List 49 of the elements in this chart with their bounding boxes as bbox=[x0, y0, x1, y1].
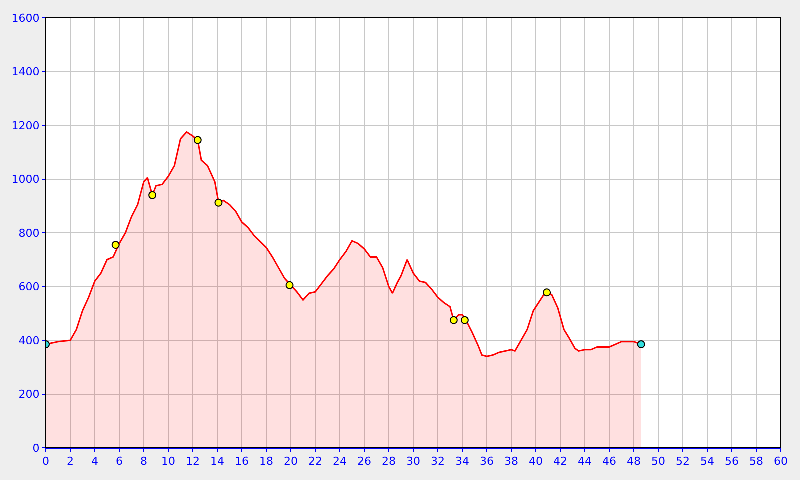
x-tick-label: 24 bbox=[333, 455, 347, 468]
y-tick-label: 600 bbox=[18, 280, 40, 294]
point bbox=[214, 198, 223, 207]
x-tick-label: 32 bbox=[431, 455, 445, 468]
y-tick-label: 1600 bbox=[12, 12, 40, 25]
x-tick-label: 20 bbox=[284, 455, 298, 468]
y-tick-label: 1400 bbox=[12, 66, 40, 79]
x-tick-label: 28 bbox=[382, 455, 396, 468]
y-tick-label: 800 bbox=[18, 226, 40, 240]
point bbox=[460, 316, 469, 324]
y-tick-label: 1000 bbox=[12, 173, 40, 186]
point bbox=[543, 288, 552, 297]
x-tick-label: 36 bbox=[480, 455, 494, 468]
y-tick-label: 0 bbox=[32, 442, 40, 455]
x-tick-label: 16 bbox=[235, 455, 249, 468]
x-tick-label: 50 bbox=[652, 455, 666, 468]
y-tick-label: 200 bbox=[18, 388, 40, 402]
point bbox=[148, 191, 157, 200]
point bbox=[286, 281, 294, 290]
x-tick-label: 54 bbox=[700, 455, 714, 468]
x-tick-label: 30 bbox=[406, 455, 420, 468]
x-tick-label: 22 bbox=[308, 455, 322, 468]
y-tick-label: 400 bbox=[18, 334, 40, 348]
x-tick-label: 10 bbox=[162, 455, 176, 468]
x-tick-label: 40 bbox=[529, 455, 543, 468]
x-tick-label: 0 bbox=[42, 455, 50, 468]
x-tick-label: 58 bbox=[750, 455, 764, 468]
x-tick-label: 26 bbox=[358, 455, 372, 468]
x-tick-label: 52 bbox=[676, 455, 690, 468]
point bbox=[450, 316, 458, 324]
x-tick-label: 12 bbox=[186, 455, 200, 468]
x-tick-label: 14 bbox=[210, 455, 224, 468]
x-tick-label: 18 bbox=[260, 455, 274, 468]
point bbox=[112, 241, 120, 250]
x-tick-label: 6 bbox=[116, 455, 123, 468]
x-tick-label: 60 bbox=[774, 455, 788, 468]
x-tick-label: 2 bbox=[67, 455, 74, 468]
x-tick-label: 42 bbox=[554, 455, 568, 468]
x-tick-label: 8 bbox=[140, 455, 148, 468]
y-tick-label: 1200 bbox=[12, 119, 40, 132]
x-tick-label: 38 bbox=[504, 455, 518, 468]
point bbox=[637, 340, 646, 349]
x-tick-label: 46 bbox=[602, 455, 616, 468]
x-tick-label: 34 bbox=[456, 455, 470, 468]
x-tick-label: 4 bbox=[92, 455, 98, 468]
x-tick-label: 56 bbox=[725, 455, 739, 468]
point bbox=[194, 136, 202, 144]
x-tick-label: 44 bbox=[578, 455, 592, 468]
x-tick-label: 48 bbox=[627, 455, 641, 468]
